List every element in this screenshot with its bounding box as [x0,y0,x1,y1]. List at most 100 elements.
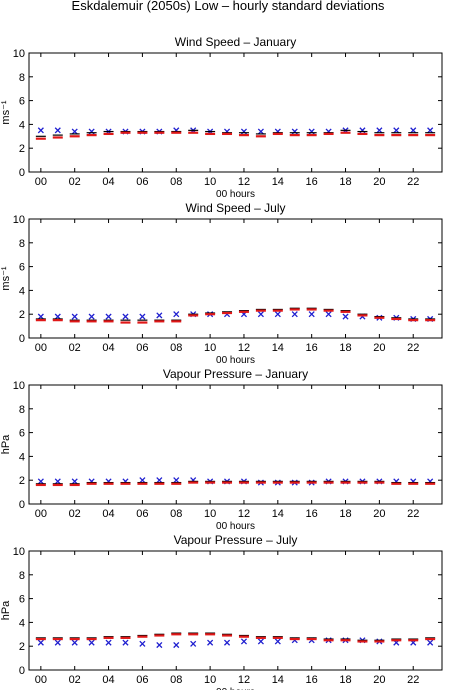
data-point-x [207,639,214,646]
data-point-x [54,639,61,646]
x-tick-label: 12 [238,342,250,354]
x-tick-label: 14 [272,674,284,686]
plot-frame [28,218,443,339]
x-tick-label: 14 [272,176,284,188]
data-point-x [291,311,298,318]
x-tick-label: 10 [204,508,216,520]
series-1 [37,637,434,649]
x-tick-label: 20 [373,674,385,686]
data-point-x [122,313,129,320]
data-point-x [139,477,146,484]
figure-title: Eskdalemuir (2050s) Low – hourly standar… [72,0,385,13]
x-tick-label: 00 [35,508,47,520]
y-tick-label: 0 [19,499,25,511]
y-axis-label: ms⁻¹ [0,266,12,290]
y-tick-label: 4 [19,617,25,629]
data-point-x [173,641,180,649]
x-tick-label: 04 [102,176,114,188]
data-point-x [88,313,95,320]
x-tick-label: 08 [170,674,182,686]
x-tick-label: 00 [35,176,47,188]
data-point-x [156,312,163,319]
x-axis-label: 00 hours [216,189,255,200]
y-tick-label: 6 [19,262,25,274]
y-tick-label: 10 [13,546,25,558]
x-axis-label: 00 hours [216,355,255,366]
data-point-x [410,127,417,134]
y-tick-label: 8 [19,72,25,84]
x-tick-label: 10 [204,176,216,188]
x-axis-label: 00 hours [216,521,255,532]
x-tick-label: 22 [407,674,419,686]
x-tick-label: 02 [69,176,81,188]
data-point-x [54,478,61,485]
x-tick-label: 06 [136,342,148,354]
series-2 [35,480,436,485]
y-tick-label: 6 [19,428,25,440]
data-point-x [257,638,264,645]
data-point-x [342,313,349,320]
data-point-x [54,313,61,320]
plot-frame [28,52,443,173]
y-tick-label: 4 [19,451,25,463]
x-tick-label: 08 [170,342,182,354]
data-point-x [376,127,383,134]
data-point-x [427,639,434,646]
data-point-x [257,128,264,135]
data-point-x [139,640,146,647]
y-tick-label: 2 [19,143,25,155]
data-point-x [122,639,129,646]
x-tick-label: 00 [35,674,47,686]
y-tick-label: 4 [19,119,25,131]
x-tick-label: 18 [339,508,351,520]
y-tick-label: 2 [19,475,25,487]
data-point-x [325,311,332,318]
x-tick-label: 18 [339,674,351,686]
panel-title: Vapour Pressure – January [163,367,308,381]
x-tick-label: 20 [373,508,385,520]
data-point-x [88,128,95,135]
x-tick-label: 14 [272,508,284,520]
y-tick-label: 8 [19,238,25,250]
x-tick-label: 04 [102,342,114,354]
y-tick-label: 10 [13,48,25,60]
data-point-x [71,478,78,485]
x-tick-label: 06 [136,508,148,520]
x-tick-label: 18 [339,176,351,188]
y-axis-label: hPa [0,434,12,454]
x-tick-label: 12 [238,508,250,520]
data-point-x [139,313,146,320]
y-tick-label: 6 [19,594,25,606]
plot-frame [28,384,443,505]
series-1 [37,127,434,135]
x-tick-label: 22 [407,342,419,354]
data-point-x [427,127,434,134]
y-tick-label: 2 [19,641,25,653]
data-point-x [88,639,95,646]
x-tick-label: 02 [69,342,81,354]
x-tick-label: 16 [306,342,318,354]
plot-frame [28,550,443,671]
y-tick-label: 4 [19,285,25,297]
data-point-x [105,313,112,320]
y-tick-label: 0 [19,167,25,179]
series-1 [37,477,434,486]
x-tick-label: 12 [238,674,250,686]
data-point-x [223,639,231,646]
x-tick-label: 12 [238,176,250,188]
data-point-x [240,638,248,645]
y-tick-label: 0 [19,665,25,677]
data-point-x [291,128,298,135]
data-point-x [105,639,112,646]
data-point-x [71,639,78,646]
x-axis-label: 00 hours [216,687,255,690]
data-point-x [71,128,78,135]
series-2 [35,307,436,321]
data-point-x [274,311,281,318]
data-point-x [173,477,180,484]
data-point-x [257,311,264,318]
data-point-x [173,311,180,318]
series-3 [35,131,436,140]
